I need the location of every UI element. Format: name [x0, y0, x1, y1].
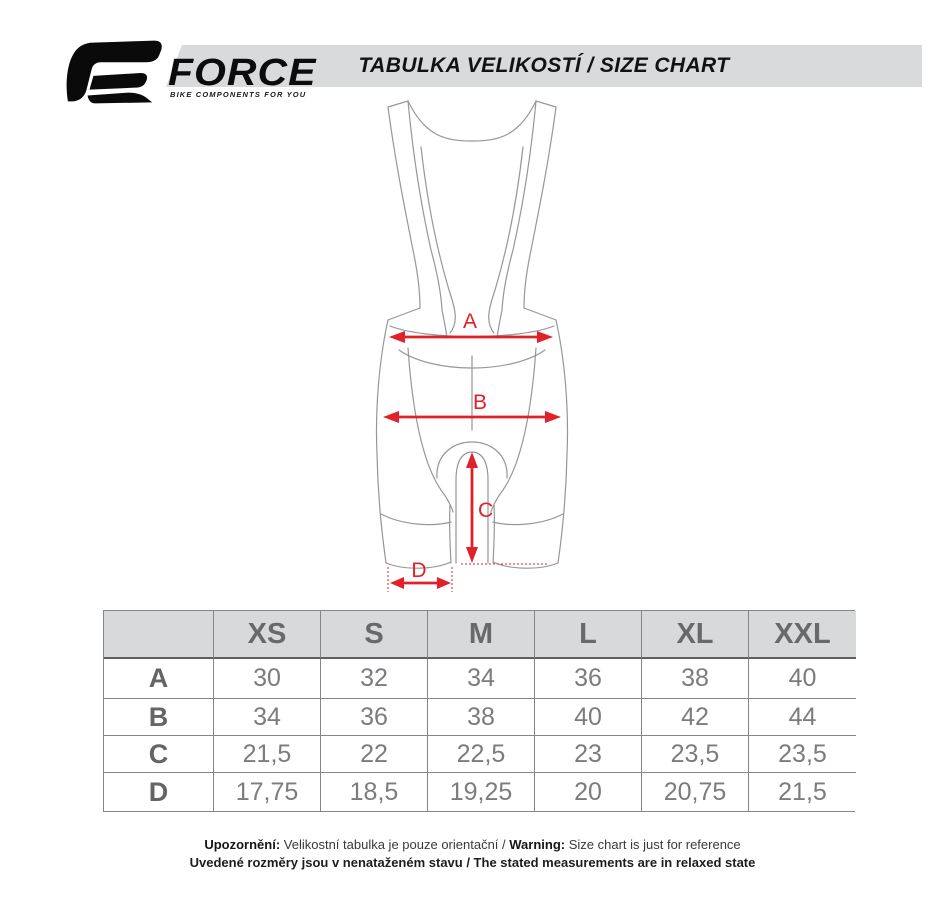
- size-value: 36: [321, 699, 428, 736]
- brand-tagline: BIKE COMPONENTS FOR YOU: [170, 90, 307, 99]
- footer-relaxed-state-line: Uvedené rozměry jsou v nenataženém stavu…: [189, 855, 756, 870]
- page-title: TABULKA VELIKOSTÍ / SIZE CHART: [358, 54, 730, 77]
- force-f-icon: [66, 40, 162, 104]
- brand-wordmark: FORCE: [168, 51, 317, 94]
- size-value: 22,5: [428, 736, 535, 773]
- title-bar: [166, 45, 922, 87]
- footer-warning-line: Upozornění: Velikostní tabulka je pouze …: [0, 836, 945, 854]
- size-col-header-m: M: [428, 611, 535, 659]
- size-value: 42: [642, 699, 749, 736]
- size-value: 34: [428, 659, 535, 699]
- size-value: 20,75: [642, 773, 749, 811]
- footer-note: Upozornění: Velikostní tabulka je pouze …: [0, 836, 945, 872]
- size-value: 23,5: [749, 736, 856, 773]
- size-value: 38: [642, 659, 749, 699]
- footer-warning-en-text: Size chart is just for reference: [565, 837, 741, 852]
- row-label-b: B: [104, 699, 214, 736]
- footer-warning-cz-text: Velikostní tabulka je pouze orientační /: [280, 837, 510, 852]
- row-label-a: A: [104, 659, 214, 699]
- size-value: 36: [535, 659, 642, 699]
- corner-cell: [104, 611, 214, 659]
- size-col-header-xxl: XXL: [749, 611, 856, 659]
- size-table: XS S M L XL XXL A 30 32 34 36 38 40 B 34…: [103, 610, 856, 812]
- size-col-header-xl: XL: [642, 611, 749, 659]
- force-logo: FORCE BIKE COMPONENTS FOR YOU: [64, 38, 317, 106]
- size-col-header-s: S: [321, 611, 428, 659]
- measure-label-a: A: [463, 310, 477, 333]
- row-label-c: C: [104, 736, 214, 773]
- size-value: 40: [749, 659, 856, 699]
- size-value: 22: [321, 736, 428, 773]
- size-value: 23: [535, 736, 642, 773]
- size-col-header-xs: XS: [214, 611, 321, 659]
- size-col-header-l: L: [535, 611, 642, 659]
- size-value: 34: [214, 699, 321, 736]
- size-value: 18,5: [321, 773, 428, 811]
- size-value: 32: [321, 659, 428, 699]
- row-label-d: D: [104, 773, 214, 811]
- size-value: 19,25: [428, 773, 535, 811]
- size-value: 38: [428, 699, 535, 736]
- size-value: 17,75: [214, 773, 321, 811]
- size-value: 20: [535, 773, 642, 811]
- size-value: 44: [749, 699, 856, 736]
- garment-outline: [375, 100, 569, 569]
- size-value: 23,5: [642, 736, 749, 773]
- footer-warning-cz-label: Upozornění:: [204, 837, 281, 852]
- measure-label-c: C: [478, 499, 493, 522]
- size-value: 21,5: [749, 773, 856, 811]
- bib-shorts-diagram: A B C D: [375, 100, 569, 592]
- measurement-arrows: [383, 331, 561, 592]
- size-value: 21,5: [214, 736, 321, 773]
- size-value: 30: [214, 659, 321, 699]
- measure-label-b: B: [473, 391, 487, 414]
- measure-label-d: D: [411, 559, 426, 582]
- footer-warning-en-label: Warning:: [509, 837, 566, 852]
- size-value: 40: [535, 699, 642, 736]
